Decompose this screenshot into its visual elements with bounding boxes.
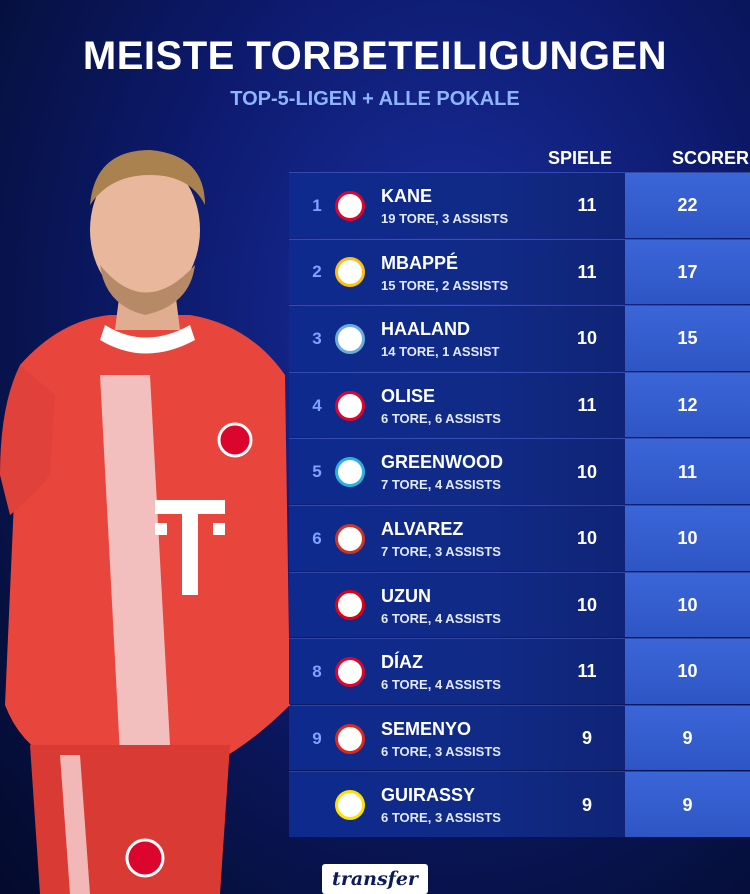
rank: 1: [312, 195, 322, 215]
player-stats: 19 TORE, 3 ASSISTS: [381, 211, 509, 226]
scorer-value: 10: [677, 594, 698, 615]
player-name: GUIRASSY: [381, 785, 476, 806]
dortmund-icon: [335, 790, 365, 821]
player-photo: [0, 150, 290, 894]
spiele-value: 10: [576, 461, 598, 482]
man-city-icon: [335, 323, 365, 354]
player-name: ALVAREZ: [381, 518, 464, 539]
page-subtitle: TOP-5-LIGEN + ALLE POKALE: [230, 88, 520, 110]
scorer-cell-background: [625, 173, 750, 238]
player-stats: 7 TORE, 4 ASSISTS: [381, 477, 501, 493]
scorer-value: 15: [677, 328, 698, 349]
table-row: 4 OLISE 6 TORE, 6 ASSISTS 11 12: [289, 371, 750, 439]
table-row: 1 KANE 19 TORE, 3 ASSISTS 11 22: [289, 172, 750, 239]
scorer-cell-background: [625, 239, 750, 305]
scorer-value: 12: [677, 395, 698, 416]
player-stats: 14 TORE, 1 ASSIST: [381, 344, 500, 360]
column-header-scorer: SCORER: [671, 148, 749, 168]
page-title: MEISTE TORBETEILIGUNGEN: [82, 34, 668, 78]
rank: 4: [312, 395, 322, 415]
table-row: 3 HAALAND 14 TORE, 1 ASSIST 10 15: [289, 305, 750, 372]
player-stats: 6 TORE, 4 ASSISTS: [381, 610, 501, 626]
player-name: SEMENYO: [381, 718, 472, 739]
table-row: 8 DÍAZ 6 TORE, 4 ASSISTS 11 10: [289, 638, 750, 705]
table-row: 2 MBAPPÉ 15 TORE, 2 ASSISTS 11 17: [289, 238, 750, 306]
table-row: 9 SEMENYO 6 TORE, 3 ASSISTS 9 9: [289, 704, 750, 772]
rank: 9: [312, 728, 322, 748]
player-name: HAALAND: [381, 319, 470, 340]
player-name: MBAPPÉ: [381, 252, 459, 273]
player-stats: 7 TORE, 3 ASSISTS: [381, 543, 501, 559]
spiele-value: 11: [577, 261, 597, 282]
player-name: DÍAZ: [381, 652, 423, 673]
spiele-value: 10: [576, 594, 598, 615]
table-row: 6 ALVAREZ 7 TORE, 3 ASSISTS 10 10: [289, 504, 750, 572]
scorer-cell-background: [625, 372, 750, 438]
ranking-table: 1 KANE 19 TORE, 3 ASSISTS 11 22 2 MBAPPÉ…: [289, 172, 750, 838]
scorer-value: 9: [682, 794, 693, 815]
player-name: UZUN: [381, 585, 431, 606]
scorer-cell-background: [625, 705, 750, 771]
spiele-value: 11: [577, 661, 597, 682]
table-row: UZUN 6 TORE, 4 ASSISTS 10 10: [289, 571, 750, 639]
scorer-value: 11: [677, 461, 698, 482]
player-stats: 6 TORE, 6 ASSISTS: [381, 410, 501, 426]
real-madrid-icon: [335, 257, 365, 288]
rank: 6: [312, 528, 322, 548]
atletico-icon: [335, 523, 365, 554]
frankfurt-icon: [335, 590, 365, 621]
player-stats: 15 TORE, 2 ASSISTS: [381, 277, 509, 293]
table-row: GUIRASSY 6 TORE, 3 ASSISTS 9 9: [289, 771, 750, 838]
spiele-value: 9: [581, 728, 592, 749]
marseille-icon: [335, 457, 365, 488]
rank: 3: [312, 328, 322, 348]
spiele-value: 11: [577, 395, 597, 416]
bayern-icon: [335, 656, 365, 687]
player-stats: 6 TORE, 4 ASSISTS: [381, 677, 501, 693]
scorer-value: 10: [677, 528, 698, 549]
bayern-icon: [335, 190, 365, 221]
scorer-value: 17: [677, 261, 698, 282]
scorer-cell-background: [625, 639, 750, 704]
scorer-cell-background: [625, 505, 750, 571]
spiele-value: 11: [577, 195, 597, 216]
rank: 8: [312, 661, 322, 681]
player-stats: 6 TORE, 3 ASSISTS: [381, 743, 501, 759]
scorer-cell-background: [625, 439, 750, 504]
rank: 2: [312, 262, 322, 282]
player-name: OLISE: [381, 385, 436, 406]
player-name: GREENWOOD: [381, 452, 504, 473]
scorer-value: 9: [682, 728, 693, 749]
scorer-cell-background: [625, 306, 750, 371]
scorer-cell-background: [625, 772, 750, 837]
spiele-value: 10: [576, 328, 598, 349]
transfermarkt-logo: transfer: [322, 864, 428, 894]
spiele-value: 9: [581, 794, 592, 815]
bayern-icon: [335, 390, 365, 421]
scorer-cell-background: [625, 572, 750, 638]
scorer-value: 10: [677, 661, 698, 682]
bournemouth-icon: [335, 723, 365, 754]
table-row: 5 GREENWOOD 7 TORE, 4 ASSISTS 10 11: [289, 438, 750, 505]
player-stats: 6 TORE, 3 ASSISTS: [381, 810, 501, 826]
rank: 5: [312, 462, 322, 482]
player-name: KANE: [381, 186, 433, 206]
column-header-spiele: SPIELE: [548, 148, 613, 168]
spiele-value: 10: [576, 528, 598, 549]
scorer-value: 22: [677, 195, 698, 216]
